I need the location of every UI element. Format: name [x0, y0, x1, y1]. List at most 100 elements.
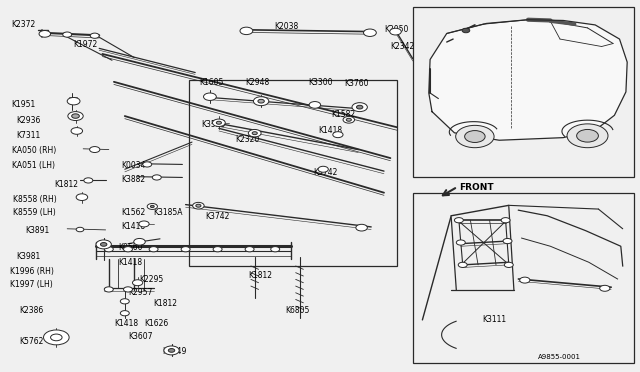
- Circle shape: [68, 112, 83, 121]
- Circle shape: [252, 132, 257, 135]
- Text: K1972: K1972: [74, 40, 98, 49]
- Circle shape: [333, 132, 343, 138]
- Circle shape: [456, 240, 465, 245]
- Text: K0560: K0560: [118, 243, 143, 252]
- Text: K3525: K3525: [202, 120, 226, 129]
- Circle shape: [124, 287, 132, 292]
- Circle shape: [143, 162, 152, 167]
- Text: FRONT: FRONT: [460, 183, 494, 192]
- Text: K3607: K3607: [128, 332, 152, 341]
- Text: K3300: K3300: [308, 78, 333, 87]
- Text: K3760: K3760: [344, 79, 369, 88]
- Circle shape: [134, 238, 145, 245]
- Circle shape: [216, 121, 221, 124]
- Text: K1626: K1626: [144, 319, 168, 328]
- Text: K1812: K1812: [154, 299, 178, 308]
- Circle shape: [44, 330, 69, 345]
- Circle shape: [90, 147, 100, 153]
- Circle shape: [465, 131, 485, 142]
- Text: K0149: K0149: [162, 347, 186, 356]
- Circle shape: [503, 238, 512, 244]
- Circle shape: [356, 105, 363, 109]
- Circle shape: [193, 202, 204, 209]
- Circle shape: [63, 32, 72, 37]
- Bar: [413, 193, 634, 363]
- Text: K1812: K1812: [248, 271, 273, 280]
- Text: K1418: K1418: [319, 126, 343, 135]
- Text: K8559 (LH): K8559 (LH): [13, 208, 56, 217]
- Circle shape: [72, 114, 79, 118]
- Circle shape: [520, 277, 530, 283]
- Circle shape: [577, 129, 598, 142]
- Circle shape: [76, 227, 84, 232]
- Text: K2957: K2957: [128, 288, 152, 296]
- Circle shape: [104, 287, 113, 292]
- Text: K8558 (RH): K8558 (RH): [13, 195, 56, 203]
- Text: K2386: K2386: [19, 306, 44, 315]
- Text: K3111: K3111: [482, 315, 506, 324]
- Text: K1418: K1418: [114, 319, 138, 328]
- Circle shape: [258, 99, 264, 103]
- Circle shape: [309, 102, 321, 108]
- Text: K1418: K1418: [118, 258, 143, 267]
- Text: K6805: K6805: [285, 306, 309, 315]
- Text: K3891: K3891: [26, 226, 50, 235]
- Text: KA050 (RH): KA050 (RH): [12, 146, 56, 155]
- Circle shape: [501, 218, 510, 223]
- Bar: [413, 7, 634, 177]
- Circle shape: [504, 262, 513, 267]
- Circle shape: [567, 124, 608, 148]
- Circle shape: [152, 175, 161, 180]
- Circle shape: [248, 129, 261, 137]
- Circle shape: [150, 205, 154, 208]
- Circle shape: [124, 247, 132, 252]
- Text: K3742: K3742: [314, 169, 338, 177]
- Text: K2936: K2936: [16, 116, 40, 125]
- Text: K2038: K2038: [274, 22, 298, 31]
- Polygon shape: [429, 20, 627, 140]
- Text: KA051 (LH): KA051 (LH): [12, 161, 54, 170]
- Circle shape: [212, 119, 225, 126]
- Circle shape: [390, 28, 401, 35]
- Text: K2342: K2342: [390, 42, 415, 51]
- Circle shape: [120, 311, 129, 316]
- Circle shape: [346, 118, 351, 121]
- Circle shape: [67, 97, 80, 105]
- Circle shape: [343, 116, 355, 123]
- Text: K2295: K2295: [140, 275, 164, 284]
- Circle shape: [245, 247, 254, 252]
- Circle shape: [147, 203, 157, 209]
- Text: K3185A: K3185A: [154, 208, 183, 217]
- Circle shape: [76, 194, 88, 201]
- Text: K2372: K2372: [12, 20, 36, 29]
- Circle shape: [364, 29, 376, 36]
- Text: K7311: K7311: [16, 131, 40, 140]
- Text: K0034: K0034: [122, 161, 146, 170]
- Text: K1996 (RH): K1996 (RH): [10, 267, 54, 276]
- Circle shape: [164, 346, 179, 355]
- Circle shape: [454, 218, 463, 223]
- Text: A9855-0001: A9855-0001: [538, 354, 580, 360]
- Circle shape: [168, 349, 175, 352]
- Text: K1812: K1812: [54, 180, 79, 189]
- Circle shape: [462, 28, 470, 33]
- Text: K1562: K1562: [122, 208, 146, 217]
- Circle shape: [149, 247, 158, 252]
- Circle shape: [100, 243, 107, 246]
- Text: K2948: K2948: [245, 78, 269, 87]
- Circle shape: [181, 247, 190, 252]
- Text: K3742: K3742: [205, 212, 229, 221]
- Text: K1951: K1951: [12, 100, 36, 109]
- Text: K3981: K3981: [16, 252, 40, 261]
- Text: K5762: K5762: [19, 337, 44, 346]
- Circle shape: [253, 97, 269, 106]
- Text: K1418: K1418: [122, 222, 146, 231]
- Circle shape: [456, 125, 494, 148]
- Circle shape: [39, 31, 51, 37]
- Text: K1997 (LH): K1997 (LH): [10, 280, 52, 289]
- Circle shape: [51, 334, 62, 341]
- Text: K2320: K2320: [235, 135, 259, 144]
- Text: K1605: K1605: [200, 78, 224, 87]
- Circle shape: [104, 247, 113, 252]
- Text: K2050: K2050: [384, 25, 408, 34]
